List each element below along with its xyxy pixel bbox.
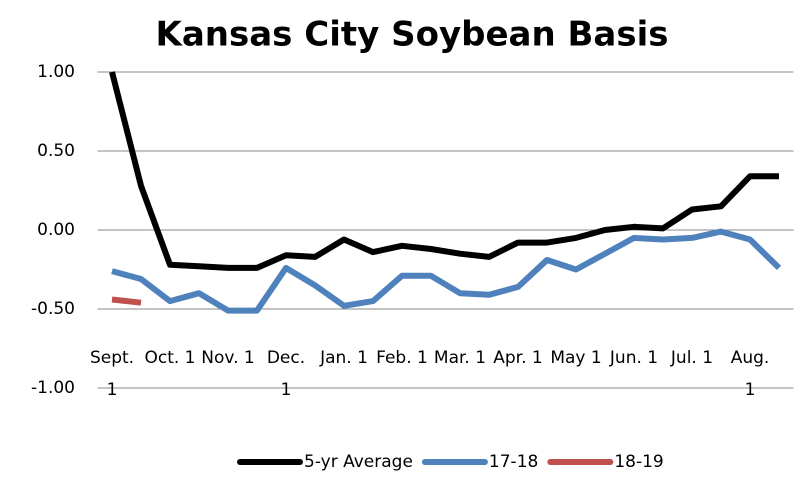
y-tick-label: 1.00 — [37, 62, 75, 82]
x-tick-label: Mar. 1 — [433, 348, 487, 368]
x-tick-label: Aug. 1 — [730, 348, 770, 400]
series-line — [109, 71, 779, 271]
series-line — [111, 296, 142, 306]
chart-title: Kansas City Soybean Basis — [156, 15, 669, 55]
series-line — [111, 228, 782, 314]
x-tick-label: Nov. 1 — [201, 348, 255, 368]
x-tick-label: Feb. 1 — [376, 348, 428, 368]
x-tick-label: Jun. 1 — [609, 348, 659, 368]
x-tick-label: May 1 — [550, 348, 602, 368]
y-tick-label: 0.00 — [37, 220, 75, 240]
legend-label: 5-yr Average — [304, 452, 413, 472]
x-tick-label: Apr. 1 — [493, 348, 543, 368]
x-tick-label: Sept. 1 — [89, 348, 135, 400]
x-tick-label: Jan. 1 — [320, 348, 368, 368]
legend-label: 17-18 — [489, 452, 538, 472]
x-tick-label: Jul. 1 — [670, 348, 714, 368]
legend-label: 18-19 — [614, 452, 663, 472]
y-tick-label: 0.50 — [37, 141, 75, 161]
y-tick-label: -1.00 — [31, 378, 75, 398]
x-tick-label: Dec. 1 — [266, 348, 306, 400]
y-tick-label: -0.50 — [31, 299, 75, 319]
x-tick-label: Oct. 1 — [144, 348, 196, 368]
